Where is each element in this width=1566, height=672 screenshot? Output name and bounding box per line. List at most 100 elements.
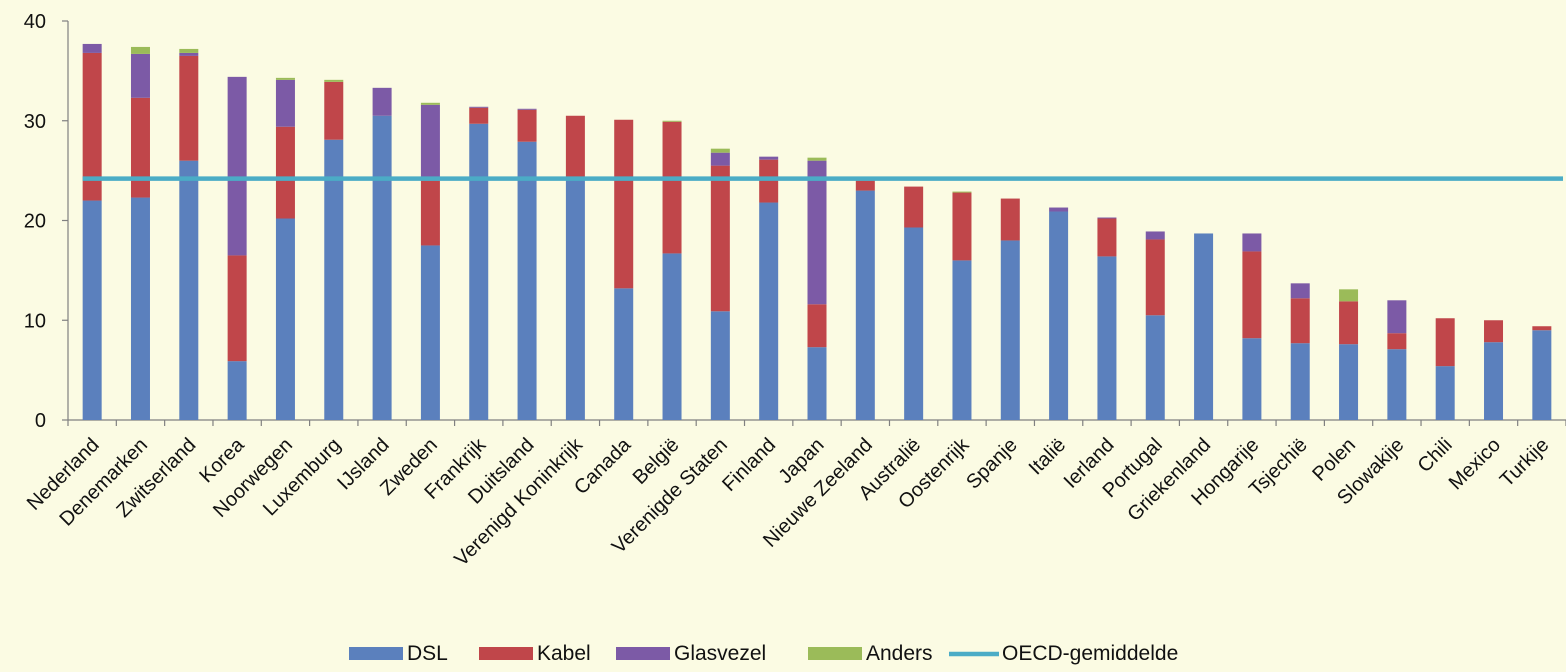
bar-dsl-17 bbox=[904, 227, 924, 420]
x-tick-label: Turkije bbox=[1496, 434, 1553, 491]
bar-dsl-26 bbox=[1339, 344, 1359, 420]
bar-kabel-16 bbox=[855, 180, 875, 191]
bar-dsl-23 bbox=[1194, 233, 1214, 420]
bar-dsl-22 bbox=[1145, 315, 1165, 420]
bar-glasvezel-9 bbox=[517, 108, 537, 110]
legend-label-oecd-average: OECD-gemiddelde bbox=[1002, 642, 1178, 665]
bar-glasvezel-20 bbox=[1049, 207, 1069, 212]
bar-kabel-14 bbox=[759, 159, 779, 203]
bar-kabel-7 bbox=[420, 180, 440, 246]
bar-anders-5 bbox=[324, 79, 344, 82]
bar-dsl-10 bbox=[565, 176, 585, 420]
legend-swatch-anders bbox=[808, 647, 862, 660]
bar-dsl-25 bbox=[1290, 343, 1310, 420]
legend-label-anders: Anders bbox=[866, 642, 933, 665]
bar-glasvezel-2 bbox=[179, 52, 199, 56]
bar-dsl-2 bbox=[179, 160, 199, 420]
legend-label-glasvezel: Glasvezel bbox=[674, 642, 766, 665]
bar-kabel-10 bbox=[565, 115, 585, 177]
bar-kabel-27 bbox=[1387, 333, 1407, 350]
bar-kabel-17 bbox=[904, 186, 924, 228]
bar-anders-7 bbox=[420, 102, 440, 105]
bar-kabel-5 bbox=[324, 81, 344, 140]
bar-kabel-8 bbox=[469, 107, 489, 124]
bar-anders-26 bbox=[1339, 289, 1359, 302]
bar-glasvezel-4 bbox=[275, 79, 295, 127]
y-tick-label: 10 bbox=[24, 310, 46, 332]
x-tick-label: Mexico bbox=[1445, 434, 1505, 494]
bar-kabel-15 bbox=[807, 304, 827, 348]
bar-dsl-11 bbox=[614, 288, 634, 420]
bar-anders-12 bbox=[662, 120, 682, 122]
bar-dsl-14 bbox=[759, 202, 779, 420]
bar-dsl-5 bbox=[324, 139, 344, 420]
x-tick-label: Finland bbox=[718, 434, 780, 496]
bar-glasvezel-15 bbox=[807, 160, 827, 305]
bar-anders-4 bbox=[275, 77, 295, 80]
bar-dsl-20 bbox=[1049, 211, 1069, 420]
bars bbox=[82, 43, 1552, 421]
legend-swatch-dsl bbox=[349, 647, 403, 660]
bar-kabel-22 bbox=[1145, 239, 1165, 316]
bar-glasvezel-24 bbox=[1242, 233, 1262, 252]
bar-kabel-28 bbox=[1435, 318, 1455, 367]
bar-kabel-13 bbox=[710, 165, 730, 312]
bar-dsl-13 bbox=[710, 311, 730, 420]
bar-dsl-18 bbox=[952, 260, 972, 420]
bar-kabel-21 bbox=[1097, 218, 1117, 257]
bar-glasvezel-25 bbox=[1290, 283, 1310, 299]
y-tick-label: 0 bbox=[35, 410, 46, 432]
bar-glasvezel-21 bbox=[1097, 217, 1117, 219]
bar-kabel-25 bbox=[1290, 298, 1310, 344]
bar-dsl-12 bbox=[662, 253, 682, 420]
bar-anders-13 bbox=[710, 148, 730, 153]
bar-dsl-27 bbox=[1387, 349, 1407, 420]
bar-anders-1 bbox=[130, 46, 150, 54]
bar-dsl-29 bbox=[1484, 342, 1504, 420]
bar-dsl-7 bbox=[420, 245, 440, 420]
legend-swatch-kabel bbox=[479, 647, 533, 660]
bar-anders-2 bbox=[179, 48, 199, 53]
bar-dsl-1 bbox=[130, 197, 150, 420]
bar-glasvezel-0 bbox=[82, 43, 102, 53]
bar-kabel-3 bbox=[227, 255, 247, 362]
bar-kabel-29 bbox=[1484, 320, 1504, 343]
bar-kabel-11 bbox=[614, 119, 634, 289]
bar-glasvezel-14 bbox=[759, 156, 779, 160]
bar-dsl-19 bbox=[1000, 240, 1020, 420]
bar-glasvezel-27 bbox=[1387, 300, 1407, 334]
x-tick-label: Spanje bbox=[962, 434, 1022, 494]
bar-glasvezel-6 bbox=[372, 87, 392, 116]
bar-dsl-28 bbox=[1435, 366, 1455, 420]
bar-kabel-4 bbox=[275, 126, 295, 219]
bar-dsl-30 bbox=[1532, 330, 1552, 420]
y-tick-label: 20 bbox=[24, 211, 46, 233]
legend: DSL Kabel Glasvezel Anders OECD-gemiddelde bbox=[349, 642, 1178, 665]
legend-label-dsl: DSL bbox=[407, 642, 448, 665]
bar-dsl-6 bbox=[372, 115, 392, 420]
bar-kabel-0 bbox=[82, 52, 102, 201]
x-tick-label: Chili bbox=[1414, 434, 1457, 477]
bar-anders-18 bbox=[952, 191, 972, 193]
bar-kabel-2 bbox=[179, 55, 199, 161]
bar-glasvezel-13 bbox=[710, 152, 730, 166]
axes: 0 10 20 30 40 bbox=[24, 11, 1566, 432]
bar-glasvezel-7 bbox=[420, 104, 440, 181]
bar-kabel-12 bbox=[662, 121, 682, 254]
bar-glasvezel-1 bbox=[130, 53, 150, 98]
bar-kabel-18 bbox=[952, 192, 972, 261]
bar-dsl-15 bbox=[807, 347, 827, 420]
bar-kabel-19 bbox=[1000, 198, 1020, 241]
legend-swatch-glasvezel bbox=[616, 647, 670, 660]
bar-glasvezel-8 bbox=[469, 106, 489, 108]
bar-glasvezel-22 bbox=[1145, 231, 1165, 240]
bar-glasvezel-3 bbox=[227, 76, 247, 256]
bar-dsl-16 bbox=[855, 190, 875, 420]
bar-kabel-26 bbox=[1339, 301, 1359, 345]
bar-kabel-30 bbox=[1532, 326, 1552, 331]
bar-dsl-9 bbox=[517, 141, 537, 420]
bar-dsl-8 bbox=[469, 123, 489, 421]
x-tick-labels: NederlandDenemarkenZwitserlandKoreaNoorw… bbox=[23, 433, 1554, 570]
